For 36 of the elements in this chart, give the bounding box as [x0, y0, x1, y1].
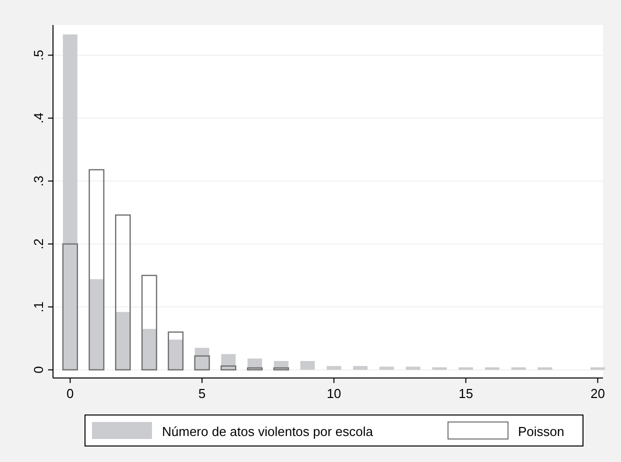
y-tick-label: .4 [31, 112, 46, 124]
x-tick-label: 0 [66, 386, 74, 401]
y-tick-label: .3 [31, 176, 46, 186]
bar [538, 367, 552, 370]
bar [141, 274, 158, 370]
bar [484, 367, 500, 370]
y-tick-label: 0 [31, 366, 46, 374]
bar [273, 367, 290, 370]
bar [511, 367, 526, 370]
bar [168, 331, 184, 370]
bar [116, 312, 130, 370]
bar [246, 367, 263, 370]
bar [142, 328, 157, 370]
legend-label: Poisson [518, 424, 564, 439]
x-tick-label: 5 [198, 386, 206, 401]
bar [379, 366, 394, 370]
y-tick-label: .1 [31, 301, 46, 312]
bar [62, 243, 78, 370]
bar [353, 366, 368, 370]
bar [590, 367, 605, 370]
bar [326, 366, 342, 370]
bar [406, 366, 420, 370]
x-tick-label: 10 [326, 386, 342, 401]
y-tick-label: .2 [31, 238, 46, 250]
bar [115, 214, 131, 370]
x-tick-label: 15 [458, 386, 474, 401]
bar [220, 365, 236, 370]
bar [194, 355, 210, 370]
y-tick-label: .5 [31, 50, 46, 61]
bar [432, 367, 447, 370]
bar [458, 367, 474, 370]
bar [88, 169, 104, 370]
x-tick-label: 20 [590, 386, 605, 401]
bar [62, 34, 78, 370]
bar [300, 361, 315, 370]
legend-label: Número de atos violentos por escola [162, 424, 374, 439]
